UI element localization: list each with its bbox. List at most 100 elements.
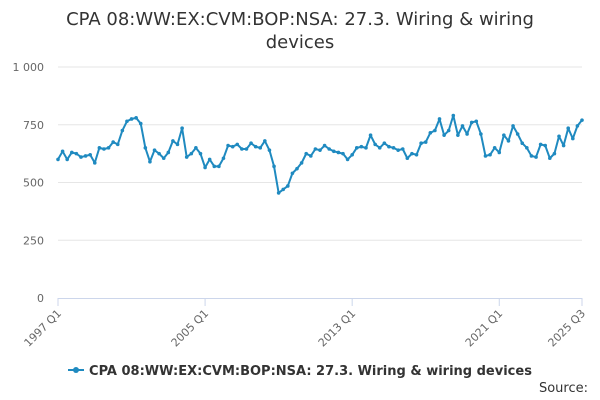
data-point[interactable]: [115, 142, 120, 147]
data-point[interactable]: [56, 157, 60, 162]
data-point[interactable]: [566, 126, 571, 131]
data-point[interactable]: [221, 156, 226, 161]
data-point[interactable]: [299, 161, 304, 165]
data-point[interactable]: [276, 191, 281, 195]
data-point[interactable]: [534, 155, 538, 159]
data-point[interactable]: [382, 141, 387, 146]
data-point[interactable]: [258, 146, 263, 150]
data-point[interactable]: [235, 142, 240, 147]
data-point[interactable]: [437, 117, 442, 121]
data-point[interactable]: [575, 124, 580, 128]
data-point[interactable]: [152, 148, 157, 152]
data-point[interactable]: [460, 124, 465, 128]
data-point[interactable]: [102, 147, 106, 151]
data-point[interactable]: [364, 146, 368, 150]
data-point[interactable]: [410, 151, 414, 156]
data-point[interactable]: [272, 164, 276, 169]
data-point[interactable]: [373, 142, 377, 147]
data-point[interactable]: [249, 141, 253, 146]
data-point[interactable]: [350, 152, 354, 157]
data-point[interactable]: [79, 155, 83, 159]
data-point[interactable]: [166, 150, 171, 155]
data-point[interactable]: [203, 165, 207, 170]
data-point[interactable]: [479, 132, 483, 136]
data-point[interactable]: [138, 121, 143, 126]
data-point[interactable]: [345, 157, 350, 162]
data-point[interactable]: [580, 118, 584, 122]
data-point[interactable]: [171, 139, 175, 143]
data-point[interactable]: [207, 157, 212, 162]
data-point[interactable]: [446, 128, 451, 133]
data-point[interactable]: [88, 152, 92, 157]
data-point[interactable]: [561, 143, 566, 148]
data-point[interactable]: [525, 146, 529, 150]
data-point[interactable]: [74, 151, 79, 156]
series-line[interactable]: [57, 114, 583, 194]
data-point[interactable]: [497, 150, 502, 155]
data-point[interactable]: [543, 143, 548, 148]
data-point[interactable]: [538, 142, 543, 147]
data-point[interactable]: [189, 151, 194, 156]
data-point[interactable]: [368, 133, 373, 137]
data-point[interactable]: [212, 164, 217, 169]
data-point[interactable]: [267, 148, 272, 152]
data-point[interactable]: [529, 154, 534, 158]
data-point[interactable]: [400, 147, 405, 151]
data-point[interactable]: [428, 131, 433, 135]
data-point[interactable]: [488, 152, 492, 157]
data-point[interactable]: [359, 144, 364, 149]
data-point[interactable]: [354, 146, 359, 150]
data-point[interactable]: [83, 154, 88, 158]
data-point[interactable]: [286, 184, 290, 188]
data-point[interactable]: [217, 164, 221, 169]
data-point[interactable]: [143, 146, 148, 150]
data-point[interactable]: [180, 126, 184, 131]
data-point[interactable]: [502, 133, 506, 137]
data-point[interactable]: [506, 139, 511, 143]
data-point[interactable]: [92, 161, 97, 165]
data-point[interactable]: [377, 146, 382, 150]
data-point[interactable]: [571, 136, 575, 141]
data-point[interactable]: [244, 147, 249, 151]
data-point[interactable]: [111, 140, 115, 144]
data-point[interactable]: [405, 156, 410, 161]
data-point[interactable]: [148, 159, 152, 164]
legend[interactable]: CPA 08:WW:EX:CVM:BOP:NSA: 27.3. Wiring &…: [0, 364, 600, 379]
data-point[interactable]: [240, 147, 244, 151]
data-point[interactable]: [97, 146, 102, 150]
data-point[interactable]: [442, 133, 446, 137]
data-point[interactable]: [469, 120, 474, 125]
data-point[interactable]: [552, 151, 557, 156]
data-point[interactable]: [230, 144, 235, 149]
data-point[interactable]: [391, 146, 396, 150]
data-point[interactable]: [341, 151, 345, 156]
data-point[interactable]: [548, 156, 552, 161]
data-point[interactable]: [281, 187, 286, 192]
data-point[interactable]: [161, 156, 166, 161]
data-point[interactable]: [184, 155, 189, 159]
data-point[interactable]: [290, 171, 295, 176]
data-point[interactable]: [69, 150, 74, 155]
data-point[interactable]: [483, 154, 488, 158]
data-point[interactable]: [194, 146, 198, 150]
data-point[interactable]: [456, 133, 460, 137]
data-point[interactable]: [253, 144, 258, 149]
data-point[interactable]: [433, 128, 437, 133]
data-point[interactable]: [263, 139, 267, 143]
data-point[interactable]: [226, 143, 230, 148]
data-point[interactable]: [198, 151, 203, 156]
data-point[interactable]: [557, 134, 561, 139]
data-point[interactable]: [423, 140, 428, 144]
data-point[interactable]: [331, 149, 336, 154]
data-point[interactable]: [60, 149, 65, 154]
data-point[interactable]: [451, 113, 456, 118]
data-point[interactable]: [313, 147, 318, 151]
data-point[interactable]: [474, 119, 479, 124]
data-point[interactable]: [327, 147, 331, 151]
data-point[interactable]: [125, 119, 129, 124]
data-point[interactable]: [322, 143, 327, 148]
data-point[interactable]: [106, 146, 111, 150]
data-point[interactable]: [295, 166, 299, 171]
data-point[interactable]: [120, 128, 125, 133]
data-point[interactable]: [465, 132, 469, 136]
